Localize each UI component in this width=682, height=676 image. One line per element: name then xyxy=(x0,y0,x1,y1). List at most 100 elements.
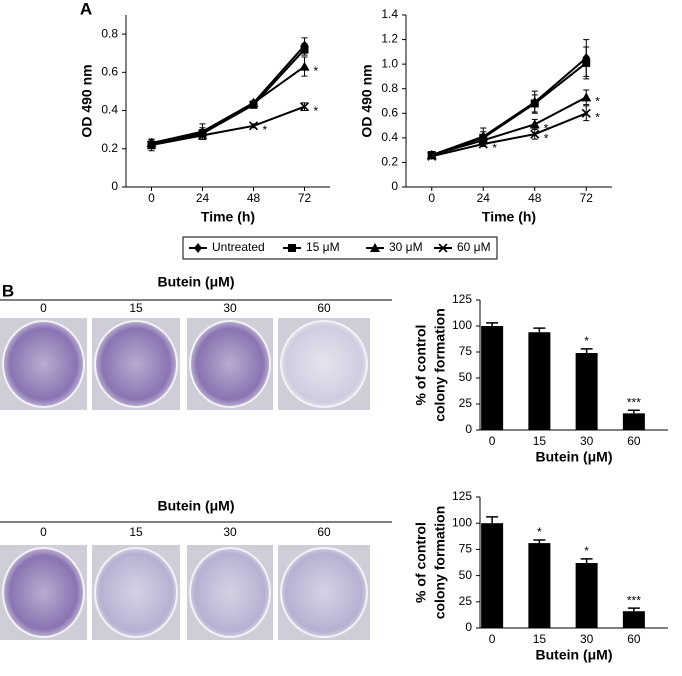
data-point xyxy=(248,97,259,107)
x-tick-label: 72 xyxy=(580,191,594,205)
legend-marker xyxy=(370,243,380,252)
y-axis-label: colony formation xyxy=(432,308,448,422)
data-point xyxy=(582,58,591,67)
series-line xyxy=(431,96,587,157)
x-tick-label: 15 xyxy=(533,434,547,448)
x-tick-label: 48 xyxy=(247,191,261,205)
y-axis-label: OD 490 nm xyxy=(359,64,375,137)
data-point xyxy=(530,99,539,108)
x-tick-label: 0 xyxy=(148,191,155,205)
significance: * xyxy=(263,123,268,137)
significance: *** xyxy=(627,395,641,409)
data-point xyxy=(478,139,488,149)
well xyxy=(2,320,85,408)
y-tick-label: 0.4 xyxy=(101,103,118,117)
y-tick-label: 0.4 xyxy=(381,130,398,144)
x-tick-label: 72 xyxy=(298,191,312,205)
data-point xyxy=(529,119,540,129)
y-tick-label: 0.8 xyxy=(101,26,118,40)
error-bar xyxy=(533,539,546,544)
legend-marker xyxy=(288,244,296,252)
dose-label: 15 xyxy=(129,525,143,539)
x-tick-label: 60 xyxy=(627,434,641,448)
well xyxy=(189,320,271,408)
x-tick-label: 48 xyxy=(528,191,542,205)
significance: * xyxy=(584,334,589,348)
well xyxy=(94,320,178,408)
series-line xyxy=(431,112,587,158)
significance: *** xyxy=(627,593,641,607)
error-bar xyxy=(580,348,593,354)
x-tick-label: 0 xyxy=(428,191,435,205)
series-line xyxy=(151,105,305,146)
y-tick-label: 50 xyxy=(459,568,473,582)
data-point xyxy=(146,140,157,150)
significance: * xyxy=(537,525,542,539)
series-line xyxy=(151,44,306,145)
bar xyxy=(481,326,504,430)
panel-label: A xyxy=(80,0,92,18)
series-line xyxy=(431,57,587,156)
y-axis-label: OD 490 nm xyxy=(79,64,95,137)
y-tick-label: 0 xyxy=(465,422,472,436)
dose-label: 30 xyxy=(223,301,237,315)
y-axis-label: colony formation xyxy=(432,506,448,620)
x-axis-label: Butein (μM) xyxy=(536,449,613,465)
data-point xyxy=(299,61,310,71)
y-tick-label: 25 xyxy=(459,594,473,608)
y-tick-label: 0.6 xyxy=(381,105,398,119)
dose-label: 60 xyxy=(317,301,331,315)
y-tick-label: 1.2 xyxy=(381,32,398,46)
significance: * xyxy=(492,141,497,155)
y-tick-label: 0.2 xyxy=(381,155,398,169)
y-tick-label: 0 xyxy=(111,179,118,193)
series-line xyxy=(151,65,306,145)
dose-label: 60 xyxy=(317,525,331,539)
data-point xyxy=(581,108,591,118)
well xyxy=(280,547,368,638)
y-tick-label: 75 xyxy=(459,542,473,556)
data-point xyxy=(197,130,208,140)
series-line xyxy=(431,62,587,157)
significance: * xyxy=(584,544,589,558)
y-tick-label: 25 xyxy=(459,396,473,410)
dose-label: 15 xyxy=(129,301,143,315)
y-tick-label: 1.0 xyxy=(381,56,398,70)
significance: * xyxy=(544,131,549,145)
error-bar xyxy=(627,409,640,414)
legend-marker xyxy=(438,243,448,253)
y-tick-label: 100 xyxy=(452,318,472,332)
dose-label: 0 xyxy=(40,301,47,315)
y-tick-label: 0 xyxy=(391,179,398,193)
x-tick-label: 30 xyxy=(580,632,594,646)
bar xyxy=(575,353,598,430)
legend-label: 15 μM xyxy=(306,240,340,254)
bar xyxy=(528,332,551,430)
well xyxy=(280,320,368,408)
bar xyxy=(528,543,551,628)
x-tick-label: 60 xyxy=(627,632,641,646)
x-tick-label: 0 xyxy=(489,632,496,646)
data-point xyxy=(581,92,592,102)
data-point xyxy=(300,45,309,54)
y-axis-label: % of control xyxy=(413,522,429,603)
error-bar xyxy=(627,607,640,612)
y-tick-label: 125 xyxy=(452,292,472,306)
x-axis-label: Time (h) xyxy=(201,209,255,225)
y-tick-label: 0 xyxy=(465,620,472,634)
data-point xyxy=(248,121,259,131)
y-axis-label: % of control xyxy=(413,325,429,406)
y-tick-label: 125 xyxy=(452,489,472,503)
dose-label: 0 xyxy=(40,525,47,539)
y-tick-label: 0.2 xyxy=(101,141,118,155)
y-tick-label: 1.4 xyxy=(381,7,398,21)
plate-title: Butein (μM) xyxy=(158,274,235,290)
y-tick-label: 0.6 xyxy=(101,65,118,79)
x-tick-label: 15 xyxy=(533,632,547,646)
y-tick-label: 0.8 xyxy=(381,81,398,95)
y-tick-label: 100 xyxy=(452,515,472,529)
bar xyxy=(622,611,645,628)
significance: * xyxy=(314,64,319,78)
x-axis-label: Butein (μM) xyxy=(536,647,613,663)
